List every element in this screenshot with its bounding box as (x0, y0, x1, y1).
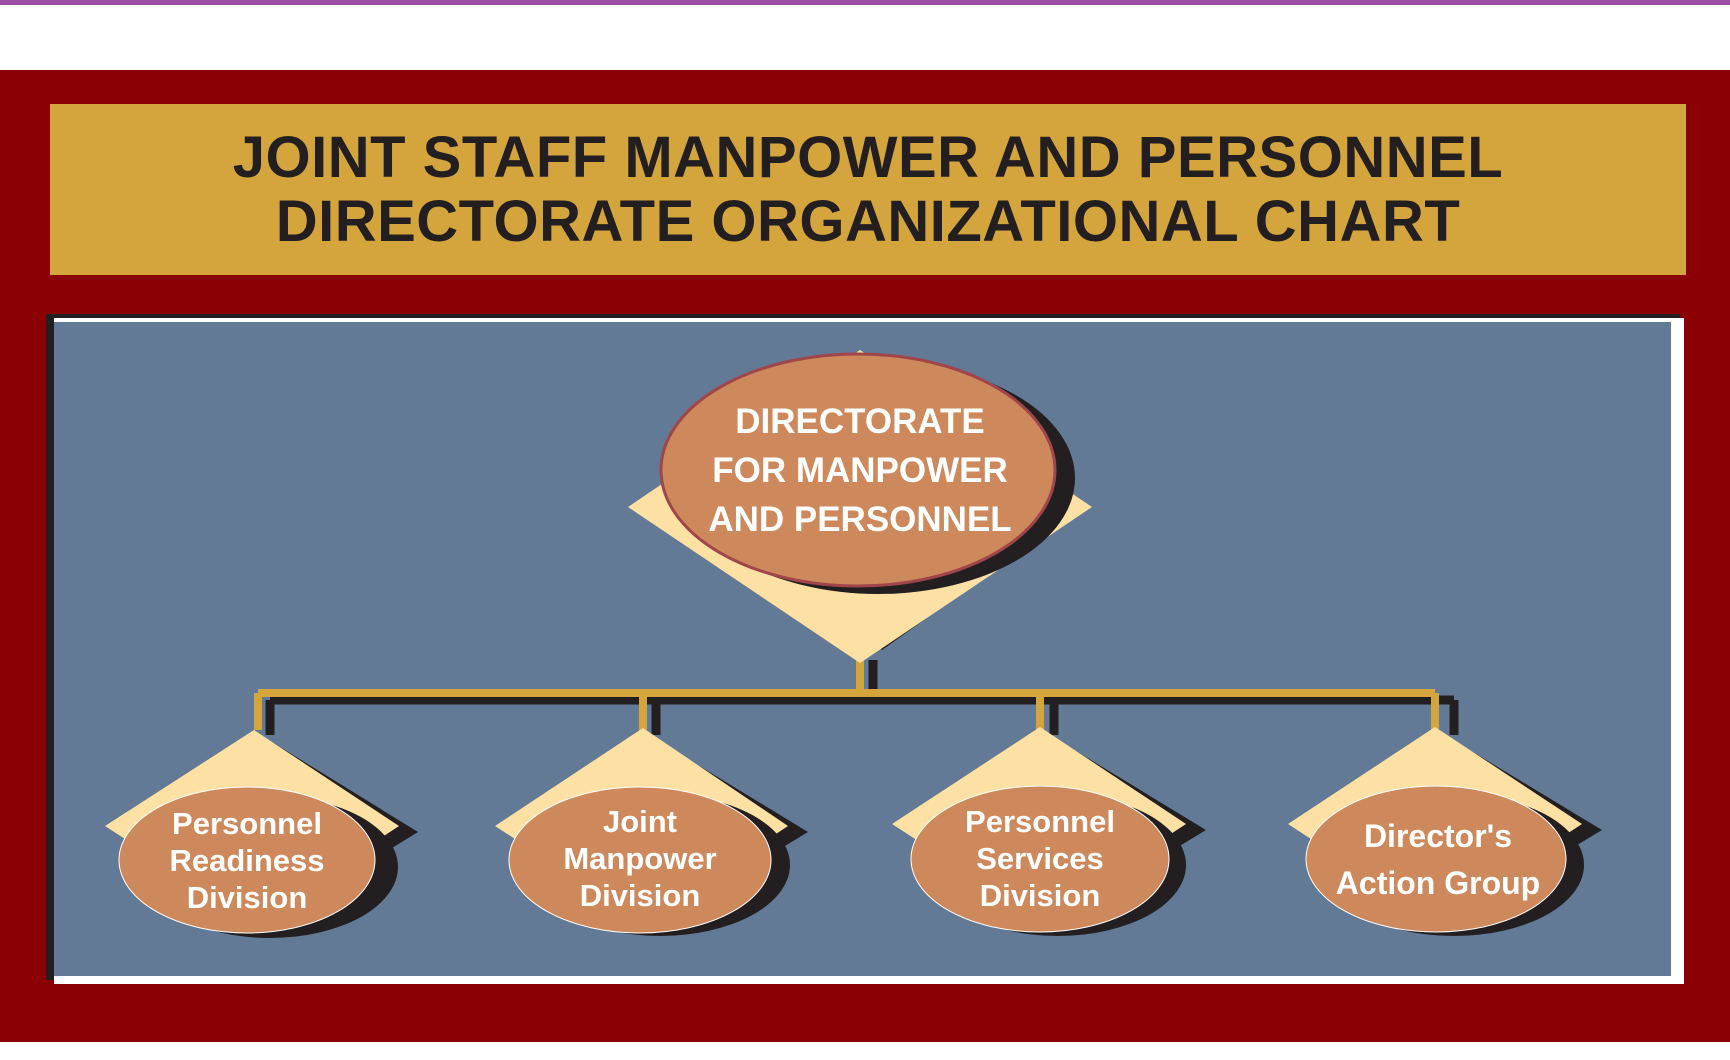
chart-title-line-1: JOINT STAFF MANPOWER AND PERSONNEL (232, 124, 1504, 190)
child-node-personnel-readiness (105, 730, 418, 938)
root-ellipse (659, 352, 1057, 588)
root-node (628, 350, 1092, 663)
child-node-directors-action-group (1288, 727, 1602, 936)
chart-title-text: JOINT STAFF MANPOWER AND PERSONNEL DIREC… (232, 124, 1504, 254)
chart-title-line-2: DIRECTORATE ORGANIZATIONAL CHART (275, 188, 1461, 254)
child-ellipse (910, 785, 1170, 933)
connectors (254, 660, 1439, 730)
child-node-joint-manpower (495, 728, 808, 936)
child-ellipse (508, 786, 772, 934)
title-band (50, 104, 1686, 275)
chart-title: JOINT STAFF MANPOWER AND PERSONNEL DIREC… (50, 104, 1686, 275)
child-ellipse (118, 786, 376, 934)
child-node-personnel-services (892, 727, 1206, 936)
top-rule (0, 0, 1730, 5)
child-ellipse (1305, 785, 1567, 933)
